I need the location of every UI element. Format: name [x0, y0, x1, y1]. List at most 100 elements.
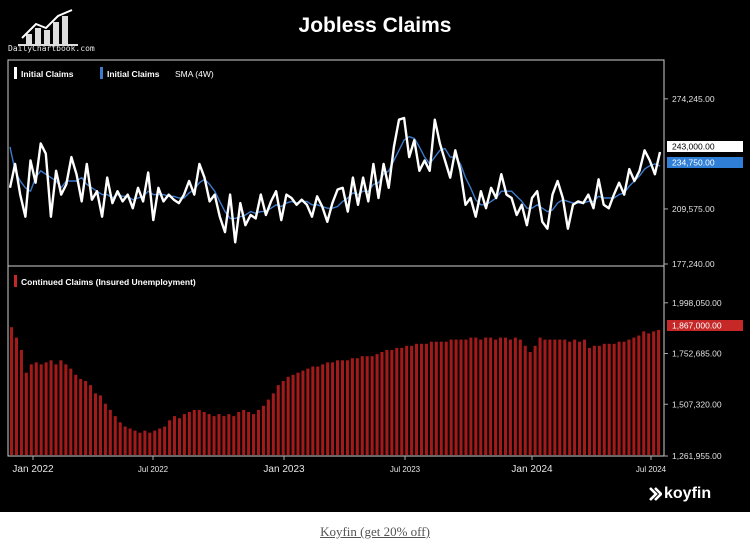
continued-claims-bar — [158, 428, 162, 455]
continued-claims-bar — [350, 358, 354, 455]
continued-claims-bar — [14, 337, 18, 455]
continued-claims-bar — [622, 341, 626, 455]
continued-claims-bar — [163, 426, 167, 455]
continued-claims-bar — [410, 345, 414, 455]
continued-claims-bar — [365, 356, 369, 455]
continued-claims-bar — [523, 345, 527, 455]
continued-claims-bar — [143, 430, 147, 455]
continued-claims-bar — [513, 337, 517, 455]
continued-claims-bar — [311, 366, 315, 455]
continued-claims-bar — [192, 409, 196, 455]
continued-claims-bar — [93, 393, 98, 455]
line-y-tick-label: 177,240.00 — [672, 259, 715, 269]
continued-claims-bar — [479, 339, 483, 455]
continued-claims-bar — [177, 418, 181, 455]
continued-claims-bar — [642, 331, 646, 455]
bar-y-tick-label: 1,261,955.00 — [672, 451, 722, 461]
continued-claims-bar — [518, 339, 522, 455]
continued-claims-bar — [108, 409, 112, 455]
continued-claims-bar — [454, 339, 458, 455]
continued-claims-bar — [24, 372, 28, 455]
last-sma-value: 234,750.00 — [672, 158, 715, 168]
koyfin-brand: koyfin — [664, 485, 712, 502]
chart-panel: DailyChartbook.com Jobless Claims 274,24… — [0, 0, 750, 512]
continued-claims-bar — [627, 339, 631, 455]
continued-claims-bar — [582, 339, 587, 455]
continued-claims-bar — [227, 414, 231, 455]
continued-claims-bar — [444, 341, 448, 455]
continued-claims-bar — [123, 426, 127, 455]
chartbook-logo-icon — [18, 9, 78, 46]
continued-claims-bar — [469, 337, 473, 455]
continued-claims-bar — [434, 341, 438, 455]
x-tick-label: Jan 2023 — [263, 464, 305, 475]
continued-claims-bar — [217, 414, 221, 455]
continued-claims-bar — [301, 370, 305, 455]
continued-claims-bar — [321, 364, 325, 455]
continued-claims-bar — [276, 385, 280, 455]
x-tick-label: Jul 2023 — [390, 465, 421, 474]
continued-claims-bar — [657, 329, 661, 455]
continued-claims-bar — [291, 374, 295, 455]
bar-y-tick-label: 1,752,685.00 — [672, 349, 722, 359]
continued-claims-bar — [360, 356, 364, 455]
continued-claims-bar — [459, 339, 463, 455]
continued-claims-bar — [187, 412, 191, 455]
continued-claims-bar — [29, 364, 33, 455]
continued-claims-bar — [508, 339, 512, 455]
continued-claims-bar — [197, 409, 201, 455]
continued-claims-bar — [385, 350, 389, 455]
continued-claims-bar — [439, 341, 443, 455]
continued-claims-bar — [390, 350, 394, 455]
legend-label-sma-name: Initial Claims — [107, 69, 160, 79]
continued-claims-bar — [617, 341, 621, 455]
continued-claims-bar — [533, 345, 537, 455]
initial-claims-series-line — [8, 116, 662, 244]
continued-claims-bar — [39, 364, 43, 455]
continued-claims-bar — [597, 345, 601, 455]
continued-claims-bar — [252, 414, 256, 455]
continued-claims-bar — [405, 345, 409, 455]
source-logo-text: DailyChartbook.com — [8, 44, 95, 53]
continued-claims-bar — [607, 343, 611, 455]
continued-claims-bar — [133, 430, 137, 455]
continued-claims-bar — [494, 339, 498, 455]
continued-claims-bar — [207, 414, 211, 455]
legend-label-sma-period: SMA (4W) — [175, 69, 214, 79]
x-tick-label: Jul 2022 — [138, 465, 169, 474]
continued-claims-bar — [637, 335, 641, 455]
continued-claims-bar — [602, 343, 606, 455]
continued-claims-bar — [587, 347, 591, 455]
continued-claims-bar — [247, 412, 251, 455]
source-caption-link[interactable]: Koyfin (get 20% off) — [320, 524, 430, 539]
legend-swatch-sma — [100, 67, 103, 79]
continued-claims-bar — [306, 368, 310, 455]
continued-claims-bar — [543, 339, 547, 455]
continued-claims-bar — [340, 360, 344, 455]
continued-claims-bar — [237, 412, 241, 455]
legend-label-continued: Continued Claims (Insured Unemployment) — [21, 277, 196, 287]
continued-claims-bar — [168, 420, 172, 455]
continued-claims-bar — [242, 409, 246, 455]
continued-claims-bar — [449, 339, 453, 455]
continued-claims-bar — [281, 381, 285, 455]
continued-claims-bar — [558, 339, 562, 455]
continued-claims-bar — [652, 331, 656, 455]
continued-claims-bar — [212, 416, 216, 455]
continued-claims-bar — [464, 339, 468, 455]
continued-claims-bar — [474, 337, 478, 455]
bar-y-tick-label: 1,998,050.00 — [672, 298, 722, 308]
continued-claims-bar — [138, 432, 142, 455]
legend-swatch-initial — [14, 67, 17, 79]
continued-claims-bar — [528, 352, 532, 455]
continued-claims-bar — [578, 341, 582, 455]
continued-claims-bar — [202, 412, 206, 455]
continued-claims-bar — [286, 376, 290, 455]
continued-claims-bar — [592, 345, 596, 455]
continued-claims-bar — [424, 343, 428, 455]
continued-claims-bar — [266, 399, 270, 455]
continued-claims-bar — [380, 352, 384, 455]
continued-claims-bar — [632, 337, 636, 455]
continued-claims-bar — [484, 337, 488, 455]
continued-claims-bar — [256, 409, 261, 455]
